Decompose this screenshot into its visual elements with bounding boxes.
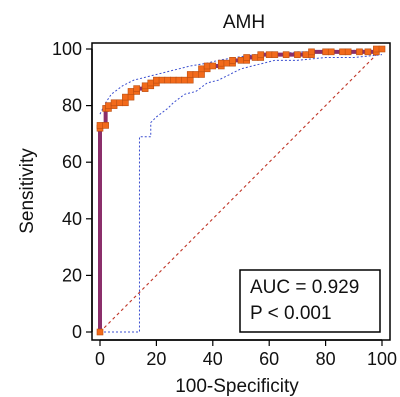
roc-marker [147, 79, 155, 87]
y-tick-label: 80 [62, 96, 82, 116]
x-tick-label: 40 [203, 349, 223, 369]
roc-marker [158, 76, 166, 84]
y-tick-label: 40 [62, 209, 82, 229]
roc-marker [192, 71, 200, 78]
roc-marker [153, 76, 160, 84]
roc-marker [127, 88, 135, 95]
y-axis-label: Sensitivity [17, 148, 38, 234]
roc-marker [122, 93, 129, 101]
diagonal-line [99, 48, 383, 333]
roc-marker [186, 76, 194, 84]
roc-marker [102, 122, 109, 129]
ci-lower-line [100, 54, 383, 333]
roc-marker [271, 51, 279, 58]
roc-marker [105, 102, 112, 109]
chart-title: AMH [223, 12, 265, 33]
roc-marker [127, 93, 135, 101]
roc-marker [378, 45, 386, 53]
roc-marker [251, 54, 259, 61]
roc-marker [339, 48, 346, 56]
roc-marker [198, 71, 205, 78]
roc-marker [265, 51, 273, 58]
p-value-label: P < 0.001 [250, 303, 332, 324]
reference-diagonal [99, 48, 383, 333]
roc-marker [217, 59, 225, 67]
roc-marker [170, 76, 177, 84]
x-tick-label: 20 [146, 349, 166, 369]
roc-marker [209, 62, 217, 70]
roc-marker [322, 48, 329, 56]
roc-marker [257, 51, 265, 58]
roc-marker [356, 48, 363, 56]
roc-marker [294, 51, 301, 58]
roc-marker [223, 59, 231, 67]
y-tick-label: 60 [62, 152, 82, 172]
roc-marker [133, 85, 140, 92]
roc-marker [198, 65, 205, 73]
roc-marker [308, 48, 315, 56]
roc-marker [229, 57, 236, 64]
roc-marker [364, 48, 372, 56]
roc-marker [164, 76, 171, 84]
axes: 0 20 40 60 80 100 0 20 40 60 80 100 [52, 39, 397, 369]
x-axis-label: 100-Specificity [175, 376, 299, 397]
roc-marker [302, 51, 310, 58]
auc-legend-box: AUC = 0.929 P < 0.001 [239, 269, 381, 333]
auc-value-label: AUC = 0.929 [250, 277, 359, 298]
roc-marker [96, 328, 104, 336]
roc-marker [110, 99, 118, 107]
roc-marker [344, 48, 352, 56]
y-tick-label: 0 [72, 322, 82, 342]
y-tick-label: 20 [62, 265, 82, 285]
roc-marker [96, 122, 104, 129]
x-tick-label: 100 [367, 349, 397, 369]
roc-marker [141, 82, 149, 90]
x-tick-label: 0 [95, 349, 105, 369]
roc-marker [237, 57, 245, 64]
roc-marker [175, 76, 183, 84]
roc-marker [373, 45, 380, 53]
roc-marker [282, 51, 290, 58]
x-tick-label: 60 [259, 349, 279, 369]
roc-marker [186, 71, 194, 78]
roc-marker [181, 76, 188, 84]
x-tick-label: 80 [316, 349, 336, 369]
y-tick-label: 100 [52, 39, 82, 59]
roc-marker [243, 54, 250, 61]
roc-marker [122, 99, 129, 107]
roc-marker [327, 48, 335, 56]
roc-marker [203, 62, 211, 70]
roc-marker [116, 99, 124, 107]
roc-markers [96, 45, 386, 336]
